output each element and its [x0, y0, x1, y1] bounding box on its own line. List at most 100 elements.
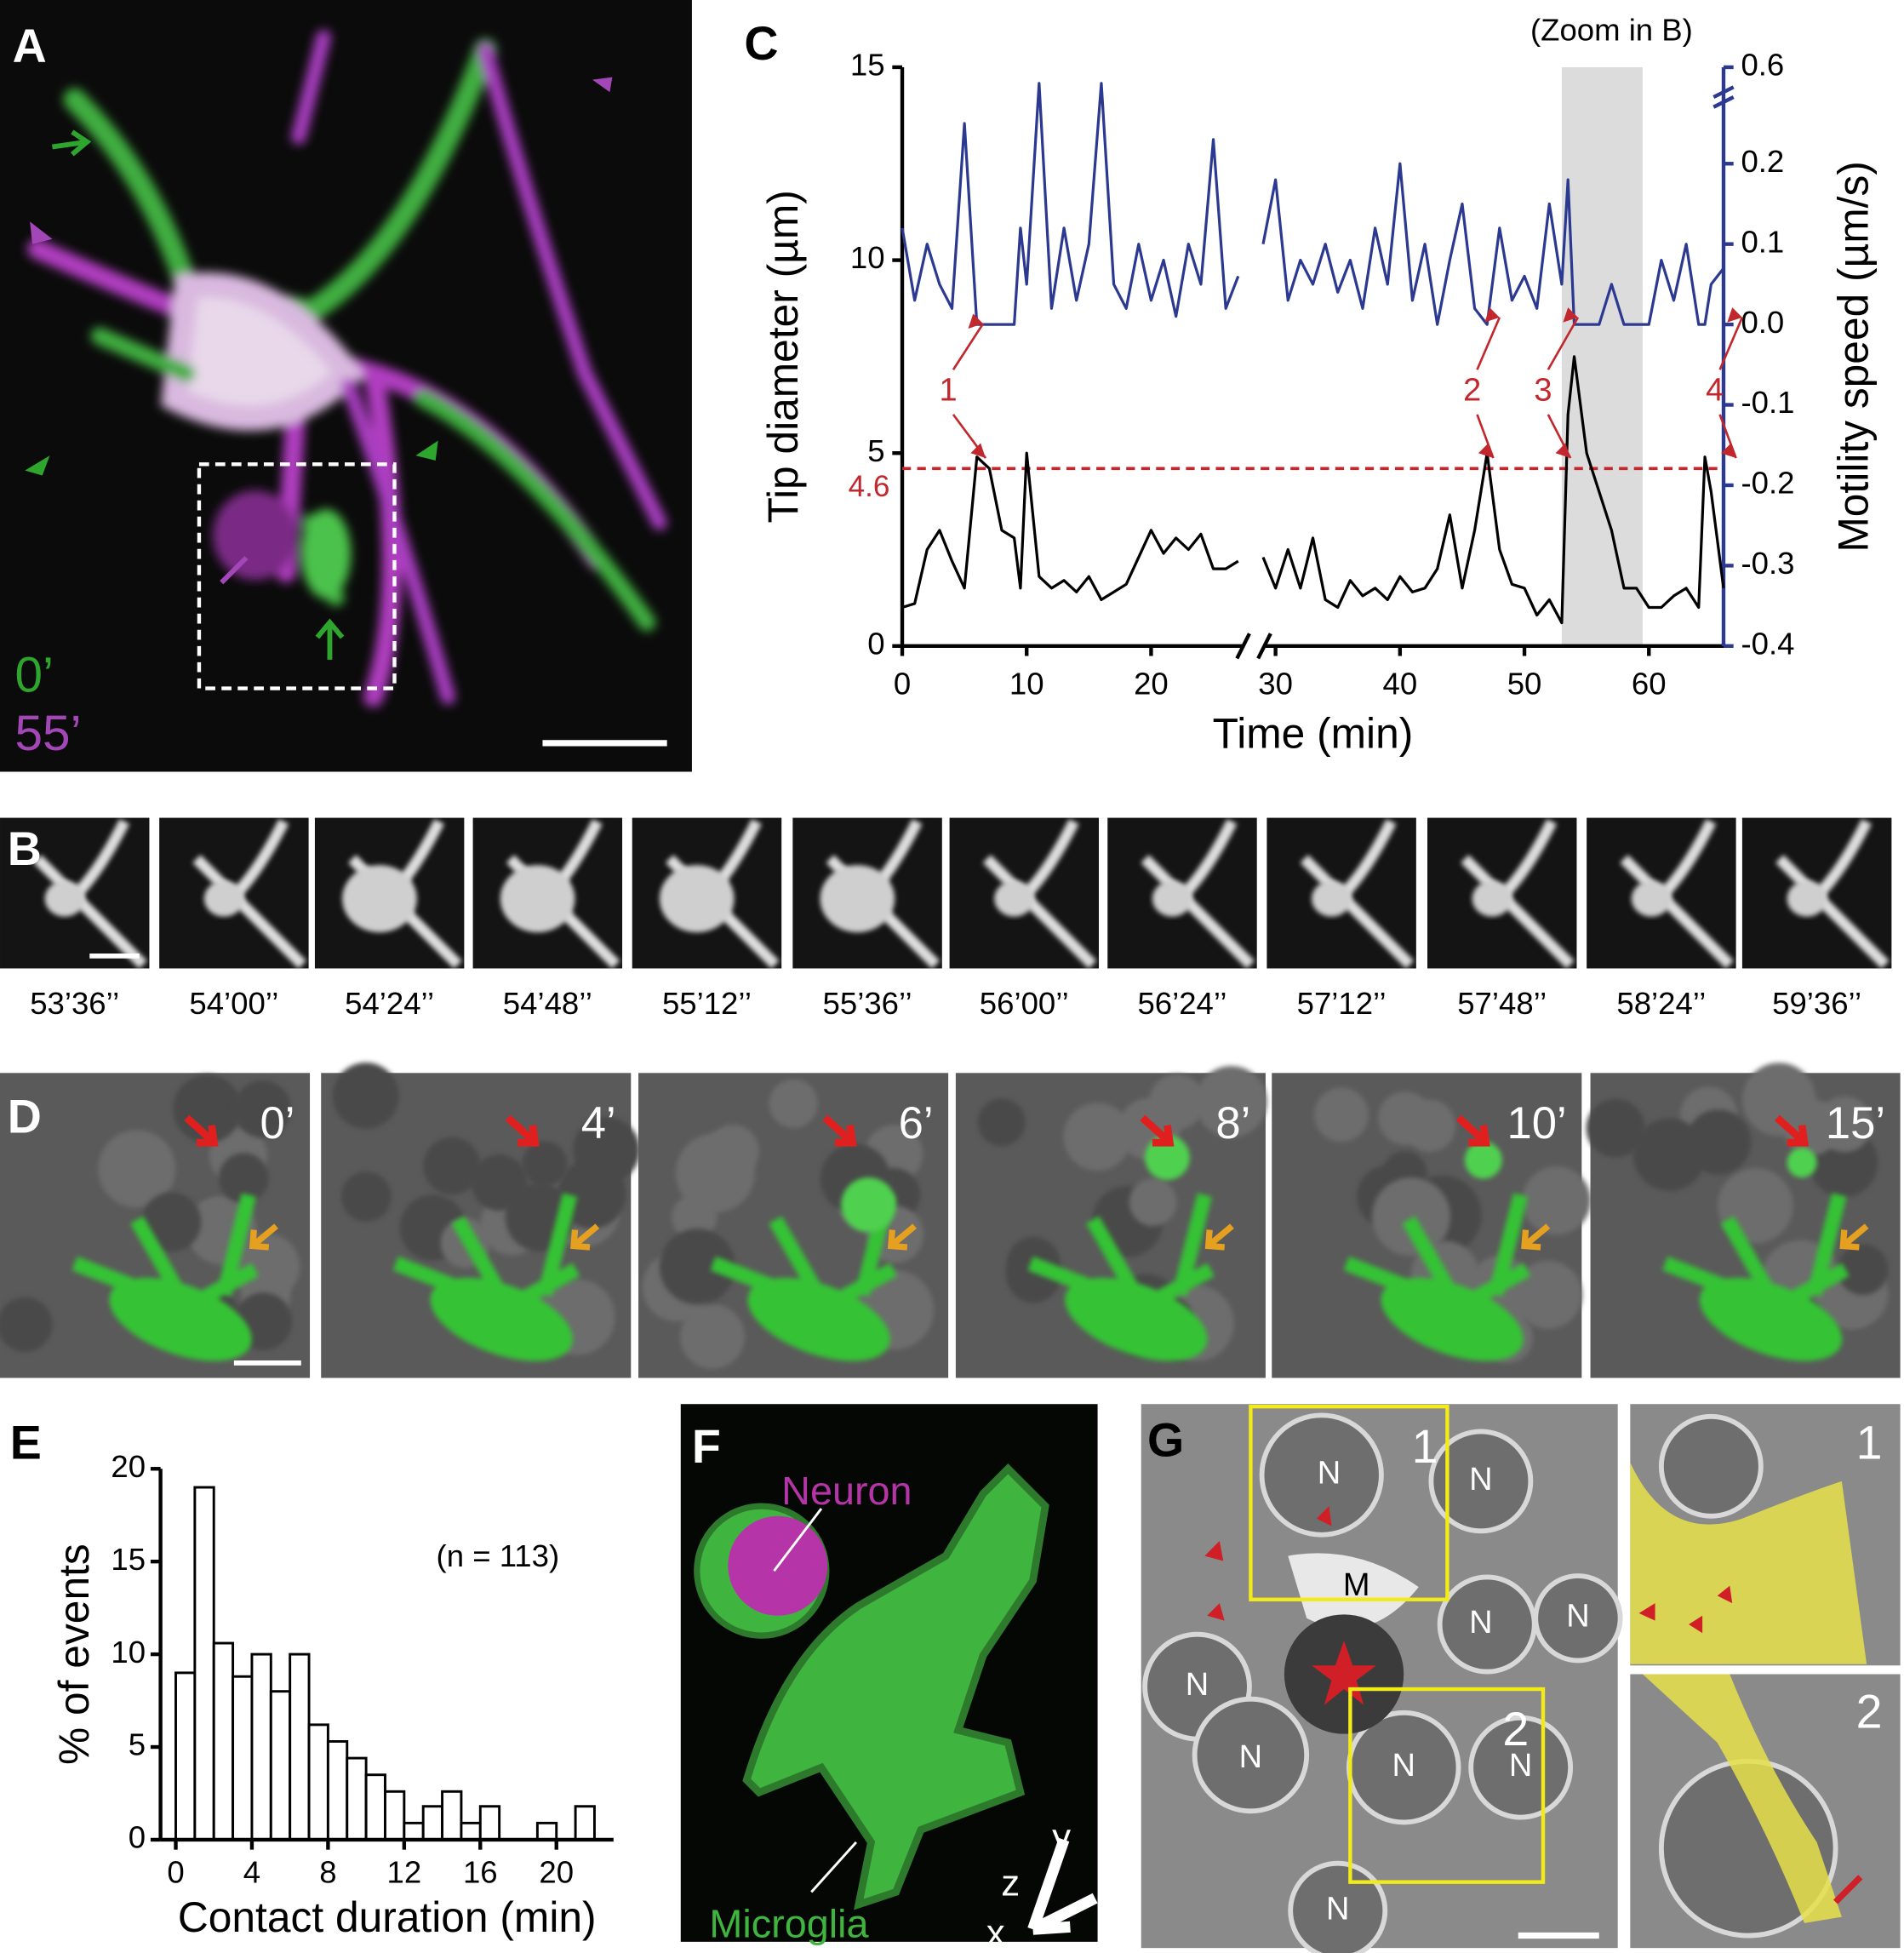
background-cell	[232, 1233, 300, 1301]
microglia-shape	[742, 1463, 1049, 1910]
event-label: 1	[940, 373, 958, 409]
background-cell	[332, 1062, 399, 1130]
y2-tick-label: -0.2	[1741, 466, 1794, 501]
y2-tick-label: -0.4	[1741, 626, 1794, 661]
x-tick-label: 20	[539, 1855, 574, 1890]
n-label: N	[1239, 1739, 1262, 1775]
bar	[535, 1821, 558, 1841]
x-tick-label: 0	[167, 1855, 184, 1890]
bar	[421, 1805, 444, 1841]
tile-blob	[1312, 880, 1352, 917]
n-label: N	[1318, 1456, 1341, 1492]
inset-label: 1	[1856, 1417, 1883, 1469]
series-line	[901, 355, 1725, 625]
zoom-box	[197, 462, 397, 690]
arrow	[1839, 1223, 1869, 1251]
tile-blob	[820, 865, 895, 933]
phagocytic-cup	[841, 1177, 896, 1233]
arrow	[1521, 1223, 1551, 1251]
process	[392, 1193, 580, 1315]
time-label: 53’36’’	[30, 986, 119, 1021]
panel-label: C	[744, 17, 778, 70]
arrow	[184, 1114, 219, 1147]
time-label: 55’	[15, 706, 82, 761]
microglia	[1027, 1193, 1215, 1361]
n-label: N	[1566, 1599, 1589, 1635]
panel-label: G	[1147, 1414, 1184, 1467]
tile-blob	[994, 880, 1034, 917]
y2-tick-label: 0.6	[1741, 48, 1784, 83]
process	[1343, 1193, 1531, 1315]
x-tick-label: 60	[1632, 666, 1667, 701]
asterisk	[1312, 1641, 1377, 1706]
microglia	[1343, 1193, 1531, 1361]
background-cell	[173, 1074, 242, 1143]
event-label: 4	[1706, 373, 1724, 409]
axes-glyph	[1027, 1837, 1098, 1935]
background-cell	[522, 1141, 568, 1187]
microglia	[1662, 1193, 1850, 1361]
microglia	[71, 1193, 259, 1361]
time-label: 55’36’’	[823, 986, 912, 1021]
background-cell	[573, 1116, 640, 1184]
time-label: 56’00’’	[980, 986, 1069, 1021]
n-label: N	[1469, 1462, 1492, 1498]
y2-tick-label: 0.0	[1741, 305, 1784, 340]
cell-drawing	[27, 30, 667, 707]
background-cell	[1195, 1066, 1267, 1137]
threshold-label: 4.6	[849, 470, 890, 503]
box-label: 2	[1502, 1703, 1529, 1755]
arrow	[822, 1114, 857, 1147]
x-tick-label: 40	[1383, 666, 1418, 701]
time-label: 10’	[1507, 1098, 1567, 1148]
inset-label: 2	[1856, 1685, 1883, 1738]
m-label: M	[1343, 1567, 1370, 1603]
background-cell	[1313, 1087, 1369, 1143]
background-cell	[680, 1304, 745, 1369]
background-cell	[769, 1079, 818, 1128]
background-cell	[1129, 1178, 1177, 1226]
background-cell	[1372, 1177, 1450, 1256]
bar	[441, 1790, 463, 1841]
tile-blob	[500, 865, 575, 933]
time-label: 6’	[899, 1098, 934, 1148]
axis-break	[1712, 85, 1735, 109]
bar	[250, 1652, 272, 1841]
x-tick-label: 8	[319, 1855, 336, 1890]
arrow	[1204, 1223, 1234, 1251]
pointer	[773, 1508, 858, 1893]
arrow	[1455, 1114, 1490, 1147]
y-tick-label: 0	[129, 1820, 146, 1855]
background-cell	[675, 1133, 755, 1213]
y-tick-label: 10	[850, 240, 885, 275]
y-tick-label: 10	[111, 1635, 146, 1670]
background-cell	[0, 1297, 53, 1353]
x-tick-label: 4	[243, 1855, 260, 1890]
y2-tick-label: 0.1	[1741, 224, 1784, 259]
n-label: N	[1186, 1667, 1209, 1703]
axis-name: z	[1001, 1863, 1020, 1904]
bar	[307, 1723, 329, 1841]
axis-name: x	[986, 1912, 1005, 1953]
time-label: 54’48’’	[503, 986, 592, 1021]
background-cell	[1522, 1166, 1591, 1235]
box-label: 1	[1412, 1420, 1438, 1473]
background-cell	[218, 1153, 269, 1204]
event-label: 2	[1463, 373, 1481, 409]
y2-tick-label: 0.2	[1741, 144, 1784, 179]
arrow	[505, 1114, 540, 1147]
time-label: 54’24’’	[345, 986, 434, 1021]
event-arrowhead	[1478, 307, 1500, 459]
time-label: 0’	[15, 647, 54, 702]
background-cell	[233, 1080, 292, 1138]
panel-label: B	[8, 822, 42, 875]
bar	[478, 1805, 501, 1841]
bar	[460, 1821, 482, 1841]
panel-label: F	[692, 1420, 721, 1473]
y-axis-label: Tip diameter (µm)	[759, 190, 807, 523]
panel-label: E	[10, 1417, 42, 1469]
time-label: 57’12’’	[1297, 986, 1387, 1021]
